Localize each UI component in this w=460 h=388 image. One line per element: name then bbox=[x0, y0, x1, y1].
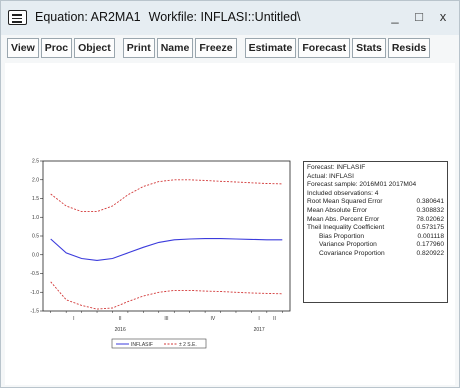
stats-label: Mean Abs. Percent Error bbox=[307, 215, 380, 223]
stats-row: Covariance Proportion 0.820922 bbox=[307, 250, 444, 259]
y-tick-label: 0.5 bbox=[32, 234, 39, 240]
stats-label: Variance Proportion bbox=[319, 241, 377, 249]
x-tick-label: II bbox=[273, 316, 276, 322]
stats-row: Theil Inequality Coefficient 0.573175 bbox=[307, 224, 444, 233]
y-tick-label: -1.5 bbox=[30, 309, 39, 315]
legend-box bbox=[111, 338, 207, 349]
window-controls: _ □ x bbox=[389, 9, 449, 25]
stats-line: Actual: INFLASI bbox=[307, 172, 354, 180]
maximize-icon[interactable]: □ bbox=[415, 9, 423, 24]
name-button[interactable]: Name bbox=[156, 38, 194, 58]
freeze-button[interactable]: Freeze bbox=[195, 38, 237, 58]
output-area[interactable]: -1.5 -1.0 -0.5 0.0 0.5 1.0 1.5 2.0 2.5 I II III IV I I… bbox=[5, 63, 455, 385]
stats-row: Mean Abs. Percent Error 78.02062 bbox=[307, 216, 444, 225]
minimize-icon[interactable]: _ bbox=[391, 9, 399, 24]
object-button[interactable]: Object bbox=[74, 38, 115, 58]
stats-value: 0.573175 bbox=[416, 224, 444, 232]
estimate-button[interactable]: Estimate bbox=[244, 38, 297, 58]
series-line bbox=[50, 238, 283, 261]
toolbar: View Proc Object Print Name Freeze Estim… bbox=[7, 38, 431, 59]
stats-line: Forecast sample: 2016M01 2017M04 bbox=[307, 181, 417, 189]
y-tick-label: 0.0 bbox=[32, 252, 39, 258]
y-tick-label: 2.0 bbox=[32, 177, 39, 183]
stats-value: 0.001118 bbox=[417, 232, 444, 240]
system-menu-icon[interactable] bbox=[8, 10, 27, 25]
resids-button[interactable]: Resids bbox=[387, 38, 431, 58]
y-tick-label: -0.5 bbox=[30, 271, 39, 277]
y-tick-label: 1.5 bbox=[32, 196, 39, 202]
title-bar[interactable]: Equation: AR2MA1 Workfile: INFLASI::Untit… bbox=[1, 1, 459, 35]
window-title: Equation: AR2MA1 Workfile: INFLASI::Untit… bbox=[35, 10, 301, 24]
plot-frame bbox=[42, 160, 291, 312]
stats-label: Covariance Proportion bbox=[319, 249, 385, 257]
forecast-chart: -1.5-1.0-0.50.00.51.01.52.02.5I II III IV I I… bbox=[30, 159, 291, 349]
stats-line: Included observations: 4 bbox=[307, 189, 379, 197]
forecast-button[interactable]: Forecast bbox=[298, 38, 351, 58]
stats-label: Bias Proportion bbox=[319, 232, 365, 240]
x-tick-label: I bbox=[73, 316, 74, 322]
stats-value: 0.820922 bbox=[416, 249, 444, 257]
stats-row: Root Mean Squared Error 0.380641 bbox=[307, 198, 444, 207]
legend-label: INFLASIF bbox=[131, 342, 153, 348]
proc-button[interactable]: Proc bbox=[40, 38, 73, 58]
forecast-stats-box: Forecast: INFLASIF Actual: INFLASI Forecas… bbox=[303, 161, 448, 303]
workfile-title: Workfile: INFLASI::Untitled\ bbox=[148, 10, 301, 24]
stats-label: Mean Absolute Error bbox=[307, 206, 368, 214]
stats-label: Root Mean Squared Error bbox=[307, 198, 383, 206]
stats-value: 78.02062 bbox=[416, 215, 444, 223]
x-tick-label: II bbox=[119, 316, 122, 322]
x-tick-label: I bbox=[258, 316, 259, 322]
x-tick-label: IV bbox=[210, 316, 215, 322]
stats-row: Variance Proportion 0.177960 bbox=[307, 241, 444, 250]
stats-row: Mean Absolute Error 0.308832 bbox=[307, 207, 444, 216]
close-icon[interactable]: x bbox=[439, 9, 447, 24]
series-line bbox=[50, 179, 283, 213]
print-button[interactable]: Print bbox=[122, 38, 155, 58]
year-label: 2017 bbox=[254, 327, 265, 333]
stats-button[interactable]: Stats bbox=[352, 38, 386, 58]
legend-label: ± 2 S.E. bbox=[179, 342, 197, 348]
y-tick-label: -1.0 bbox=[30, 290, 39, 296]
y-tick-label: 1.0 bbox=[32, 215, 39, 221]
stats-value: 0.380641 bbox=[416, 198, 444, 206]
stats-line: Forecast: INFLASIF bbox=[307, 164, 366, 171]
equation-title: Equation: AR2MA1 bbox=[35, 10, 141, 24]
stats-value: 0.177960 bbox=[416, 241, 444, 249]
view-button[interactable]: View bbox=[7, 38, 39, 58]
x-tick-label: III bbox=[164, 316, 168, 322]
stats-label: Theil Inequality Coefficient bbox=[307, 224, 385, 232]
stats-value: 0.308832 bbox=[416, 206, 444, 214]
year-label: 2016 bbox=[115, 327, 126, 333]
series-line bbox=[50, 281, 283, 310]
stats-row: Bias Proportion 0.001118 bbox=[307, 233, 444, 242]
y-tick-label: 2.5 bbox=[32, 159, 39, 165]
